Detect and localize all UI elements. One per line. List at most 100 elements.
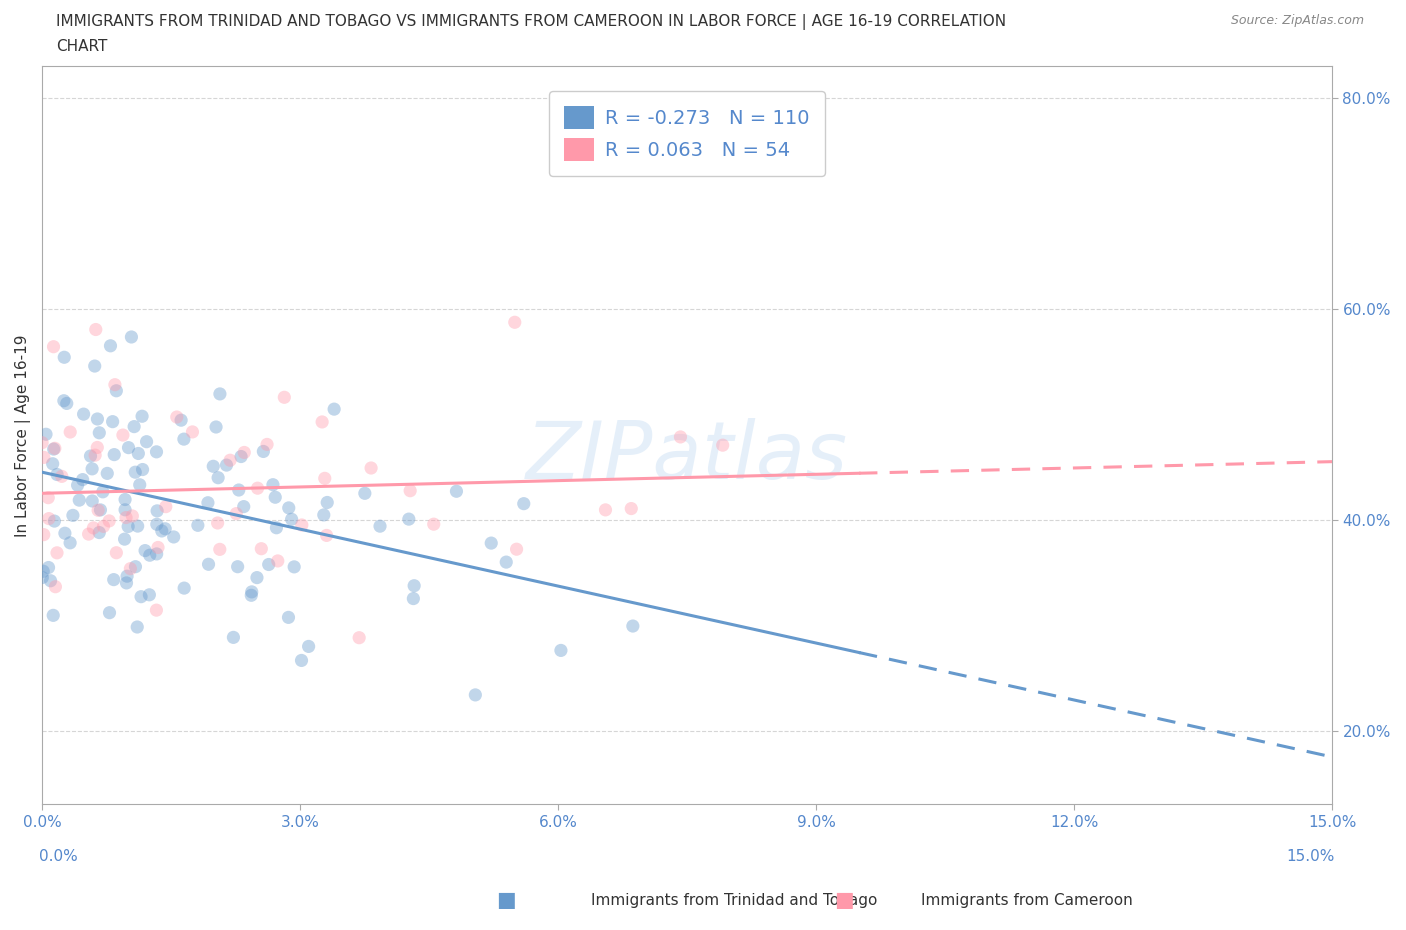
Point [222,630,245,644]
Point [44,579,66,594]
Point [72,472,94,487]
Point [96,466,118,481]
Point [114,502,136,517]
Point [368,519,391,534]
Point [398,512,420,526]
Point [135,434,157,449]
Point [256,437,278,452]
Point [267,553,290,568]
Point [114,492,136,507]
Point [246,481,269,496]
Point [127,446,149,461]
Point [311,415,333,430]
Point [32,527,55,542]
Point [138,588,160,603]
Point [315,528,337,543]
Point [115,510,138,525]
Point [37,490,59,505]
Point [291,518,314,533]
Point [404,578,426,593]
Point [42,442,65,457]
Point [131,462,153,477]
Text: CHART: CHART [56,39,108,54]
Point [312,508,335,523]
Point [314,471,336,485]
Point [399,484,422,498]
Point [31,435,53,450]
Point [127,519,149,534]
Point [38,560,60,575]
Point [111,428,134,443]
Point [53,350,76,365]
Point [83,359,105,374]
Point [44,441,66,456]
Point [103,572,125,587]
Point [353,485,375,500]
Point [103,447,125,462]
Point [257,557,280,572]
Point [207,471,229,485]
Point [280,512,302,526]
Point [128,477,150,492]
Point [79,448,101,463]
Point [181,424,204,439]
Point [41,457,63,472]
Point [273,390,295,405]
Point [82,461,104,476]
Point [226,559,249,574]
Point [59,536,82,551]
Point [84,447,107,462]
Y-axis label: In Labor Force | Age 16-19: In Labor Force | Age 16-19 [15,334,31,537]
Point [208,542,231,557]
Point [38,512,60,526]
Point [347,631,370,645]
Text: 15.0%: 15.0% [1286,849,1334,864]
Point [240,588,263,603]
Point [595,502,617,517]
Point [124,559,146,574]
Point [52,393,75,408]
Point [550,643,572,658]
Point [98,605,121,620]
Point [262,477,284,492]
Text: ■: ■ [496,890,516,910]
Point [145,445,167,459]
Text: 0.0%: 0.0% [39,849,79,864]
Point [146,517,169,532]
Point [59,425,82,440]
Point [711,438,734,453]
Point [129,590,152,604]
Point [86,412,108,427]
Point [32,564,55,578]
Point [44,513,66,528]
Point [72,406,94,421]
Point [228,483,250,498]
Point [131,409,153,424]
Point [62,508,84,523]
Point [93,519,115,534]
Point [82,521,104,536]
Point [252,444,274,458]
Point [55,396,77,411]
Point [163,529,186,544]
Point [495,554,517,569]
Point [134,543,156,558]
Point [620,501,643,516]
Point [32,450,55,465]
Point [173,432,195,446]
Point [127,619,149,634]
Point [246,570,269,585]
Point [139,548,162,563]
Point [219,453,242,468]
Point [505,542,527,557]
Point [117,440,139,455]
Point [53,525,76,540]
Point [153,522,176,537]
Point [87,503,110,518]
Point [100,339,122,353]
Text: IMMIGRANTS FROM TRINIDAD AND TOBAGO VS IMMIGRANTS FROM CAMEROON IN LABOR FORCE |: IMMIGRANTS FROM TRINIDAD AND TOBAGO VS I… [56,14,1007,30]
Point [145,547,167,562]
Point [115,569,138,584]
Text: ZIPatlas: ZIPatlas [526,418,848,497]
Point [225,506,247,521]
